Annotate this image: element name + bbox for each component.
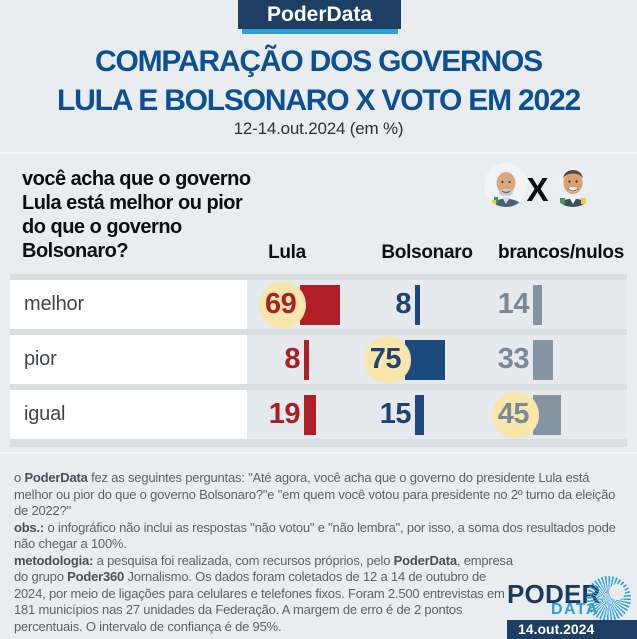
survey-question: você acha que o governo Lula está melhor…: [22, 167, 277, 263]
bar-brancos-nulos: [533, 284, 542, 325]
value: 15: [379, 398, 412, 430]
versus-x-separator: X: [526, 171, 549, 208]
value-cell-bolsonaro: 8: [340, 280, 445, 329]
row-label: pior: [10, 335, 247, 384]
table-row-igual: igual 19 15 45: [10, 390, 627, 439]
poderdata-badge: PoderData: [238, 0, 401, 29]
table-row-pior: pior 8 75 33: [10, 335, 627, 384]
poderdata-badge-label: PoderData: [266, 2, 373, 26]
bar-bolsonaro: [415, 394, 425, 435]
title-line-2: LULA E BOLSONARO X VOTO EM 2022: [57, 84, 581, 117]
bar-bolsonaro: [405, 339, 445, 380]
footnote-paragraph: obs.: o infográfico não inclui as respos…: [14, 519, 616, 552]
row-bars: 19 15 45: [247, 390, 627, 439]
poder360-sunburst-icon: [586, 576, 631, 621]
results-table: melhor 69 8 14 pior 8 75 33 igual 19 15 45: [10, 274, 627, 447]
row-label: melhor: [10, 280, 247, 329]
question-line: do que o governo: [22, 216, 182, 238]
table-row-melhor: melhor 69 8 14: [10, 280, 627, 329]
highlighted-value: 69: [247, 288, 300, 321]
footnote-paragraph: o PoderData fez as seguintes perguntas: …: [14, 470, 616, 518]
value-cell-brancos-nulos: 14: [445, 280, 627, 329]
title-line-1: COMPARAÇÃO DOS GOVERNOS: [95, 45, 543, 78]
value-cell-lula: 8: [247, 335, 340, 384]
value: 33: [497, 343, 530, 375]
question-line: Lula está melhor ou pior: [22, 192, 243, 214]
value-cell-bolsonaro: 75: [340, 335, 445, 384]
row-bars: 8 75 33: [247, 335, 627, 384]
row-bars: 69 8 14: [247, 280, 627, 329]
bar-lula: [300, 284, 340, 325]
methodology-footnotes: o PoderData fez as seguintes perguntas: …: [14, 470, 627, 635]
publication-date-badge: 14.out.2024: [507, 620, 637, 639]
value-cell-bolsonaro: 15: [340, 390, 445, 439]
bolsonaro-photo: [551, 163, 595, 207]
poder-logo-text: PODER: [507, 579, 601, 609]
badge-accent-strip: [242, 29, 398, 34]
value-cell-brancos-nulos: 33: [445, 335, 627, 384]
value: 19: [268, 398, 301, 430]
column-header-bolsonaro: Bolsonaro: [381, 242, 473, 263]
bar-lula: [304, 394, 316, 435]
column-header-brancos-nulos: brancos/nulos: [498, 242, 624, 263]
value: 8: [395, 288, 411, 320]
column-header-lula: Lula: [268, 242, 306, 263]
footer-divider: [0, 452, 637, 454]
lula-avatar-illustration: [484, 163, 528, 207]
header-divider: [0, 152, 637, 154]
highlighted-value: 45: [445, 398, 533, 431]
value: 14: [497, 288, 530, 320]
column-headers: Lula Bolsonaro brancos/nulos: [0, 242, 637, 266]
question-line: Bolsonaro?: [22, 240, 129, 262]
lula-photo: [484, 163, 528, 207]
value-cell-brancos-nulos: 45: [445, 390, 627, 439]
row-label: igual: [10, 390, 247, 439]
bar-lula: [304, 339, 309, 380]
question-line: você acha que o governo: [22, 168, 251, 190]
highlighted-value: 75: [340, 343, 405, 376]
page-title: COMPARAÇÃO DOS GOVERNOS LULA E BOLSONARO…: [0, 42, 637, 120]
bar-brancos-nulos: [533, 339, 554, 380]
footnote-paragraph: metodologia: a pesquisa foi realizada, c…: [14, 552, 513, 634]
bolsonaro-avatar-illustration: [551, 163, 595, 207]
data-logo-text: DATA: [551, 601, 600, 618]
value-cell-lula: 69: [247, 280, 340, 329]
value: 8: [284, 343, 300, 375]
date-subtitle: 12-14.out.2024 (em %): [233, 119, 404, 138]
value-cell-lula: 19: [247, 390, 340, 439]
bar-bolsonaro: [415, 284, 420, 325]
